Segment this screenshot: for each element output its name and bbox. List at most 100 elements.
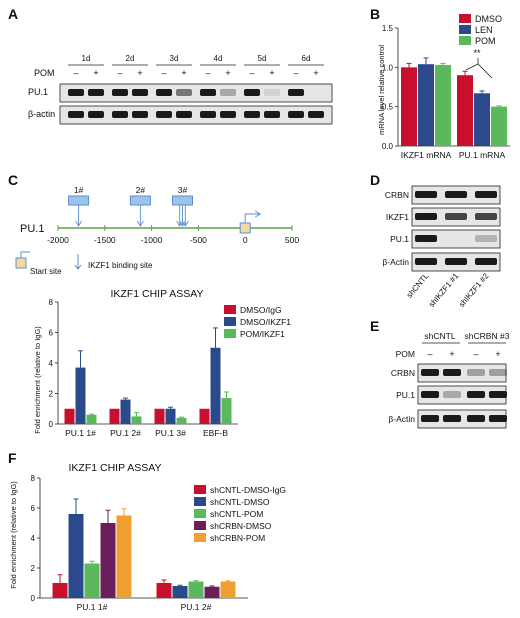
bar	[131, 416, 142, 424]
actin-band	[308, 111, 324, 118]
blot-band	[443, 369, 461, 376]
blot-band	[445, 213, 467, 220]
gene-label: PU.1	[20, 223, 44, 235]
pom-sign: +	[449, 349, 454, 359]
group-label: shCRBN #3	[465, 331, 510, 341]
bar	[188, 581, 204, 598]
y-tick-label: 0	[31, 594, 36, 603]
row-label: β-Actin	[388, 414, 415, 424]
start-site-legend-label: Start site	[30, 267, 62, 276]
legend-label: LEN	[475, 25, 493, 35]
y-tick-label: 0.5	[382, 103, 394, 112]
y-tick-label: 4	[49, 359, 54, 368]
pom-sign: –	[293, 68, 298, 78]
legend-swatch	[194, 497, 206, 506]
blot-band	[475, 258, 497, 265]
bar	[154, 408, 165, 424]
legend-swatch	[194, 533, 206, 542]
legend-label: shCRBN-DMSO	[210, 521, 272, 531]
day-label: 3d	[170, 54, 179, 63]
legend-label: shCNTL-DMSO	[210, 497, 270, 507]
pu1-band	[244, 89, 260, 96]
row-label: CRBN	[391, 368, 415, 378]
row-label: PU.1	[390, 234, 409, 244]
pom-sign: +	[93, 68, 98, 78]
group-label: shCNTL	[424, 331, 455, 341]
axis-tick-label: -1000	[141, 235, 163, 245]
pom-sign: –	[473, 349, 478, 359]
pu1-band	[220, 89, 236, 96]
f-ylabel: Fold enrichment (relative to IgG)	[9, 481, 18, 589]
site-label: 3#	[178, 185, 188, 195]
row-label: PU.1	[396, 390, 415, 400]
legend-label: DMSO	[475, 14, 502, 24]
pom-label: POM	[34, 68, 55, 78]
axis-tick-label: -500	[190, 235, 207, 245]
y-tick-label: 0.0	[382, 142, 394, 151]
bar	[116, 515, 132, 598]
panel-letter-d: D	[370, 172, 381, 188]
day-label: 1d	[82, 54, 91, 63]
actin-band	[132, 111, 148, 118]
y-tick-label: 2	[49, 390, 54, 399]
actin-band	[156, 111, 172, 118]
c-chip-title: IKZF1 CHIP ASSAY	[111, 288, 204, 300]
actin-band	[88, 111, 104, 118]
bar	[401, 67, 417, 146]
blot-band	[489, 391, 507, 398]
category-label: PU.1 2#	[110, 428, 141, 438]
axis-tick-label: 500	[285, 235, 299, 245]
legend-label: shCRBN-POM	[210, 533, 265, 543]
row-label-beta-actin: β-actin	[28, 109, 55, 119]
bar	[221, 398, 232, 424]
legend-swatch	[459, 14, 471, 23]
blot-strip-pu1	[59, 83, 333, 103]
legend-label: POM/IKZF1	[240, 329, 285, 339]
row-label: β-Actin	[382, 257, 409, 267]
blot-strip-actin	[59, 105, 333, 125]
legend-swatch	[224, 305, 236, 314]
panel-letter-e: E	[370, 318, 380, 334]
legend-label: shCNTL-POM	[210, 509, 263, 519]
start-site-arrow-icon	[244, 213, 260, 223]
panel-letter-a: A	[8, 6, 19, 22]
legend-swatch	[459, 36, 471, 45]
day-label: 5d	[258, 54, 267, 63]
pom-sign: +	[313, 68, 318, 78]
legend-swatch	[459, 25, 471, 34]
actin-band	[220, 111, 236, 118]
bar	[52, 583, 68, 598]
pom-sign: –	[249, 68, 254, 78]
blot-band	[475, 191, 497, 198]
legend-label: POM	[475, 36, 496, 46]
bar	[210, 347, 221, 424]
pom-sign: +	[495, 349, 500, 359]
pom-sign: +	[269, 68, 274, 78]
site-label: 1#	[74, 185, 84, 195]
bar	[75, 367, 86, 424]
blot-band	[415, 191, 437, 198]
actin-band	[176, 111, 192, 118]
bar	[199, 408, 210, 424]
panel-letter-f: F	[8, 450, 17, 466]
actin-band	[200, 111, 216, 118]
bar	[156, 583, 172, 598]
category-label: PU.1 1#	[65, 428, 96, 438]
b-significance: **	[473, 48, 481, 58]
bar	[109, 408, 120, 424]
day-label: 4d	[214, 54, 223, 63]
legend-label: DMSO/IKZF1	[240, 317, 291, 327]
panel-letter-b: B	[370, 6, 381, 22]
blot-band	[467, 415, 485, 422]
row-label-pu1: PU.1	[28, 87, 48, 97]
category-label: PU.1 2#	[181, 602, 212, 612]
bar	[474, 93, 490, 146]
actin-band	[288, 111, 304, 118]
actin-band	[264, 111, 280, 118]
actin-band	[112, 111, 128, 118]
b-ylabel: mRNA level relative control	[377, 45, 386, 135]
pom-sign: +	[225, 68, 230, 78]
pu1-band	[112, 89, 128, 96]
bar	[457, 75, 473, 146]
